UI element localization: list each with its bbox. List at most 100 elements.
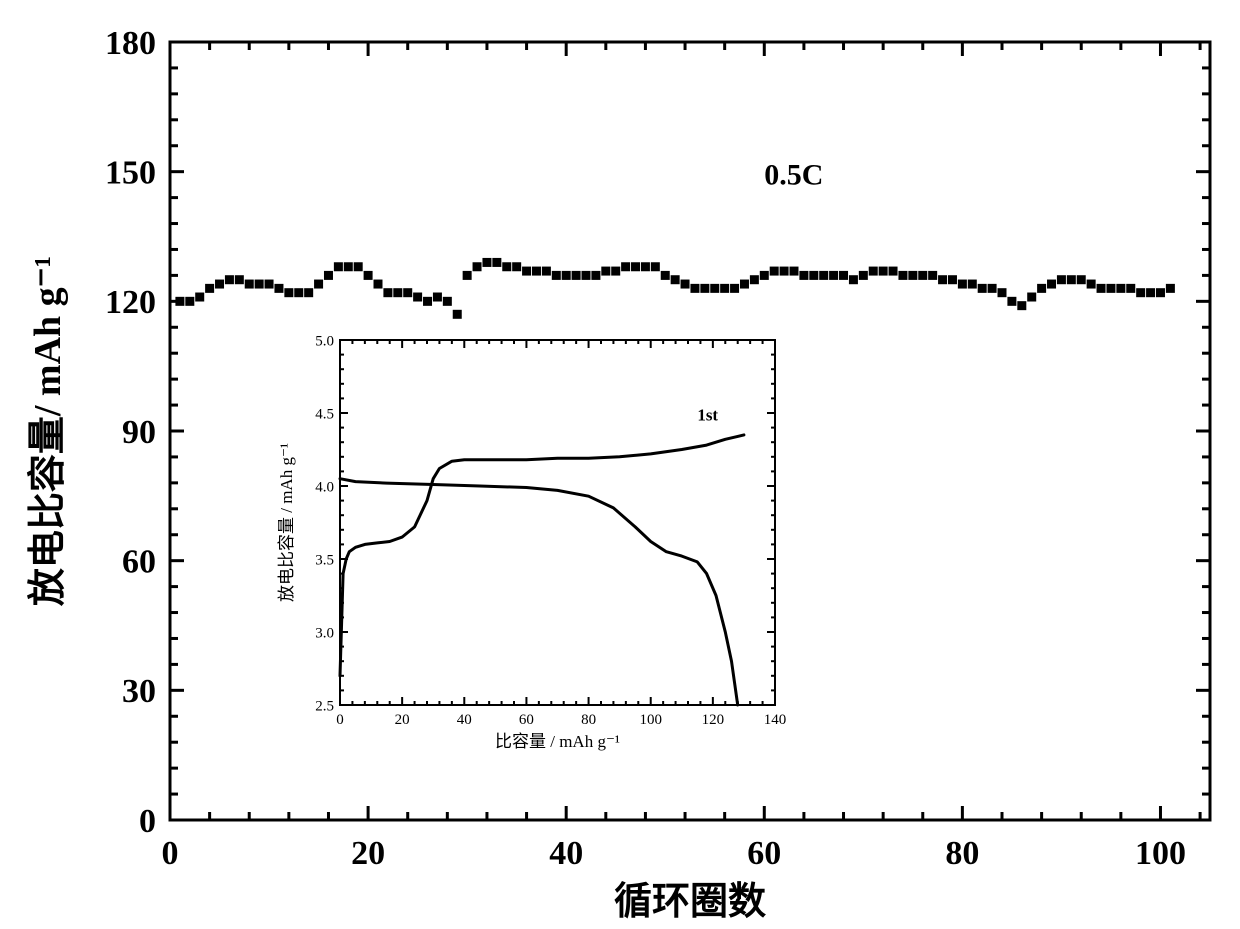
data-marker xyxy=(1017,301,1026,310)
svg-text:0: 0 xyxy=(162,835,179,872)
data-marker xyxy=(908,271,917,280)
data-marker xyxy=(889,267,898,276)
svg-text:60: 60 xyxy=(519,712,534,728)
data-marker xyxy=(1057,275,1066,284)
data-marker xyxy=(502,262,511,271)
svg-text:0: 0 xyxy=(336,712,344,728)
svg-text:100: 100 xyxy=(639,712,662,728)
svg-text:20: 20 xyxy=(395,712,410,728)
data-marker xyxy=(572,271,581,280)
svg-text:60: 60 xyxy=(747,835,781,872)
data-marker xyxy=(304,288,313,297)
data-marker xyxy=(869,267,878,276)
data-marker xyxy=(661,271,670,280)
data-marker xyxy=(770,267,779,276)
svg-text:40: 40 xyxy=(549,835,583,872)
svg-text:120: 120 xyxy=(105,284,156,321)
data-marker xyxy=(364,271,373,280)
data-marker xyxy=(1116,284,1125,293)
data-marker xyxy=(611,267,620,276)
data-marker xyxy=(690,284,699,293)
data-marker xyxy=(245,280,254,289)
data-marker xyxy=(621,262,630,271)
data-marker xyxy=(175,297,184,306)
data-marker xyxy=(591,271,600,280)
data-marker xyxy=(453,310,462,319)
data-marker xyxy=(1047,280,1056,289)
data-marker xyxy=(1067,275,1076,284)
data-marker xyxy=(601,267,610,276)
figure-container: 0204060801000306090120150180循环圈数放电比容量/ m… xyxy=(0,0,1240,929)
svg-text:100: 100 xyxy=(1135,835,1186,872)
data-marker xyxy=(562,271,571,280)
inset-x-axis-label: 比容量 / mAh g⁻¹ xyxy=(495,732,620,751)
data-marker xyxy=(225,275,234,284)
data-marker xyxy=(423,297,432,306)
chart-svg: 0204060801000306090120150180循环圈数放电比容量/ m… xyxy=(0,0,1240,929)
data-marker xyxy=(968,280,977,289)
data-marker xyxy=(274,284,283,293)
data-marker xyxy=(294,288,303,297)
data-marker xyxy=(819,271,828,280)
data-marker xyxy=(205,284,214,293)
data-marker xyxy=(582,271,591,280)
data-marker xyxy=(998,288,1007,297)
data-marker xyxy=(265,280,274,289)
data-marker xyxy=(532,267,541,276)
data-marker xyxy=(1077,275,1086,284)
data-marker xyxy=(374,280,383,289)
svg-text:140: 140 xyxy=(764,712,787,728)
x-axis-label: 循环圈数 xyxy=(614,881,766,923)
data-marker xyxy=(314,280,323,289)
data-marker xyxy=(1126,284,1135,293)
data-marker xyxy=(215,280,224,289)
data-marker xyxy=(938,275,947,284)
data-marker xyxy=(1106,284,1115,293)
data-marker xyxy=(651,262,660,271)
data-marker xyxy=(829,271,838,280)
svg-text:3.0: 3.0 xyxy=(315,625,334,641)
data-marker xyxy=(195,293,204,302)
data-marker xyxy=(978,284,987,293)
data-marker xyxy=(1087,280,1096,289)
data-marker xyxy=(383,288,392,297)
data-marker xyxy=(1166,284,1175,293)
data-marker xyxy=(235,275,244,284)
data-marker xyxy=(393,288,402,297)
data-marker xyxy=(898,271,907,280)
svg-text:90: 90 xyxy=(122,414,156,451)
data-marker xyxy=(324,271,333,280)
svg-text:3.5: 3.5 xyxy=(315,552,334,568)
svg-text:40: 40 xyxy=(457,712,472,728)
data-marker xyxy=(284,288,293,297)
data-marker xyxy=(988,284,997,293)
svg-text:80: 80 xyxy=(945,835,979,872)
inset-y-axis-label: 放电比容量 / mAh g⁻¹ xyxy=(277,443,296,602)
data-marker xyxy=(918,271,927,280)
data-marker xyxy=(1136,288,1145,297)
y-axis-label: 放电比容量/ mAh g⁻¹ xyxy=(27,256,69,606)
svg-text:80: 80 xyxy=(581,712,596,728)
data-marker xyxy=(799,271,808,280)
data-marker xyxy=(740,280,749,289)
svg-text:0: 0 xyxy=(139,803,156,840)
data-marker xyxy=(1037,284,1046,293)
data-marker xyxy=(473,262,482,271)
data-marker xyxy=(1156,288,1165,297)
data-marker xyxy=(492,258,501,267)
data-marker xyxy=(403,288,412,297)
data-marker xyxy=(354,262,363,271)
data-marker xyxy=(700,284,709,293)
data-marker xyxy=(185,297,194,306)
data-marker xyxy=(948,275,957,284)
data-marker xyxy=(780,267,789,276)
svg-text:60: 60 xyxy=(122,544,156,581)
data-marker xyxy=(433,293,442,302)
data-marker xyxy=(710,284,719,293)
data-marker xyxy=(542,267,551,276)
data-marker xyxy=(879,267,888,276)
data-marker xyxy=(512,262,521,271)
svg-text:20: 20 xyxy=(351,835,385,872)
data-marker xyxy=(681,280,690,289)
data-marker xyxy=(641,262,650,271)
